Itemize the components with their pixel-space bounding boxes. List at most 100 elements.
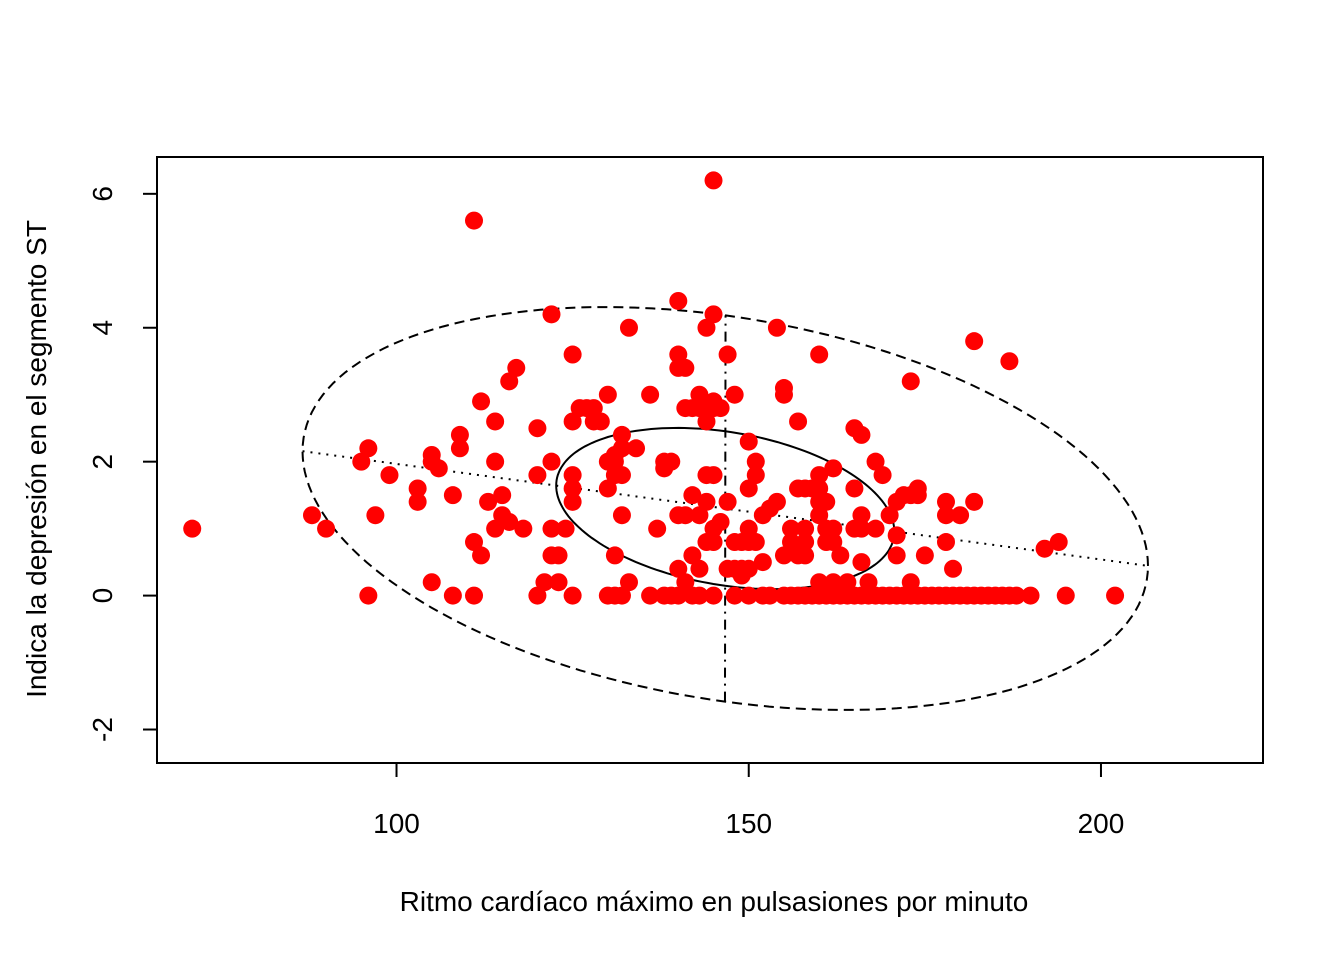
scatter-points — [183, 171, 1125, 605]
data-point — [612, 466, 631, 485]
data-point — [1021, 586, 1040, 605]
data-point — [936, 492, 955, 511]
data-point — [514, 519, 533, 538]
data-point — [725, 586, 744, 605]
data-point — [549, 573, 568, 592]
data-point — [542, 452, 561, 471]
data-point — [901, 573, 920, 592]
data-point — [486, 412, 505, 431]
data-point — [486, 452, 505, 471]
data-point — [1049, 533, 1068, 552]
data-point — [669, 559, 688, 578]
data-point — [472, 546, 491, 565]
data-point — [584, 399, 603, 418]
data-point — [831, 546, 850, 565]
data-point — [598, 385, 617, 404]
data-point — [852, 506, 871, 525]
data-point — [612, 425, 631, 444]
data-point — [605, 452, 624, 471]
inner-ellipse — [555, 426, 896, 591]
data-point — [704, 305, 723, 324]
data-point — [690, 399, 709, 418]
data-point — [493, 486, 512, 505]
data-point — [880, 506, 899, 525]
y-axis-label: Indica la depresión en el segmento ST — [21, 220, 52, 698]
data-point — [676, 358, 695, 377]
data-point — [563, 586, 582, 605]
x-tick-label: 150 — [725, 808, 772, 839]
data-point — [612, 506, 631, 525]
data-point — [810, 479, 829, 498]
data-point — [789, 412, 808, 431]
data-point — [542, 519, 561, 538]
data-point — [760, 586, 779, 605]
data-point — [824, 459, 843, 478]
data-point — [690, 586, 709, 605]
data-point — [563, 345, 582, 364]
data-point — [465, 586, 484, 605]
data-point — [739, 559, 758, 578]
data-point — [866, 519, 885, 538]
data-point — [302, 506, 321, 525]
data-point — [380, 466, 399, 485]
y-tick-label: 6 — [87, 186, 118, 202]
data-point — [817, 492, 836, 511]
data-point — [676, 573, 695, 592]
data-point — [465, 211, 484, 230]
data-point — [183, 519, 202, 538]
data-point — [605, 546, 624, 565]
data-point — [690, 506, 709, 525]
data-point — [1007, 586, 1026, 605]
data-point — [845, 479, 864, 498]
data-point — [443, 486, 462, 505]
plot-box — [156, 156, 1264, 764]
data-point — [810, 345, 829, 364]
data-point — [746, 452, 765, 471]
data-point — [366, 506, 385, 525]
data-point — [641, 586, 660, 605]
data-point — [852, 553, 871, 572]
data-point — [739, 479, 758, 498]
data-point — [528, 466, 547, 485]
data-point — [450, 439, 469, 458]
y-tick-label: 0 — [87, 588, 118, 604]
data-point — [450, 425, 469, 444]
data-point — [697, 318, 716, 337]
data-point — [669, 345, 688, 364]
data-point — [676, 506, 695, 525]
data-point — [690, 559, 709, 578]
data-point — [556, 519, 575, 538]
data-point — [746, 466, 765, 485]
data-point — [725, 385, 744, 404]
data-point — [500, 372, 519, 391]
data-point — [669, 586, 688, 605]
data-point — [486, 519, 505, 538]
data-point — [852, 425, 871, 444]
data-point — [951, 506, 970, 525]
data-point — [852, 519, 871, 538]
data-point — [697, 492, 716, 511]
data-point — [648, 519, 667, 538]
data-point — [612, 439, 631, 458]
data-point — [359, 439, 378, 458]
data-point — [704, 533, 723, 552]
data-point — [753, 553, 772, 572]
data-point — [542, 305, 561, 324]
data-point — [739, 519, 758, 538]
data-point — [479, 492, 498, 511]
data-point — [500, 512, 519, 531]
data-point — [936, 506, 955, 525]
data-point — [936, 533, 955, 552]
y-axis: -2 0 2 4 6 — [87, 186, 158, 742]
data-point — [859, 573, 878, 592]
data-point — [408, 479, 427, 498]
data-point — [563, 492, 582, 511]
data-point — [408, 492, 427, 511]
data-point — [669, 291, 688, 310]
data-point — [683, 546, 702, 565]
data-point — [359, 586, 378, 605]
data-point — [944, 559, 963, 578]
data-point — [563, 412, 582, 431]
data-point — [739, 432, 758, 451]
